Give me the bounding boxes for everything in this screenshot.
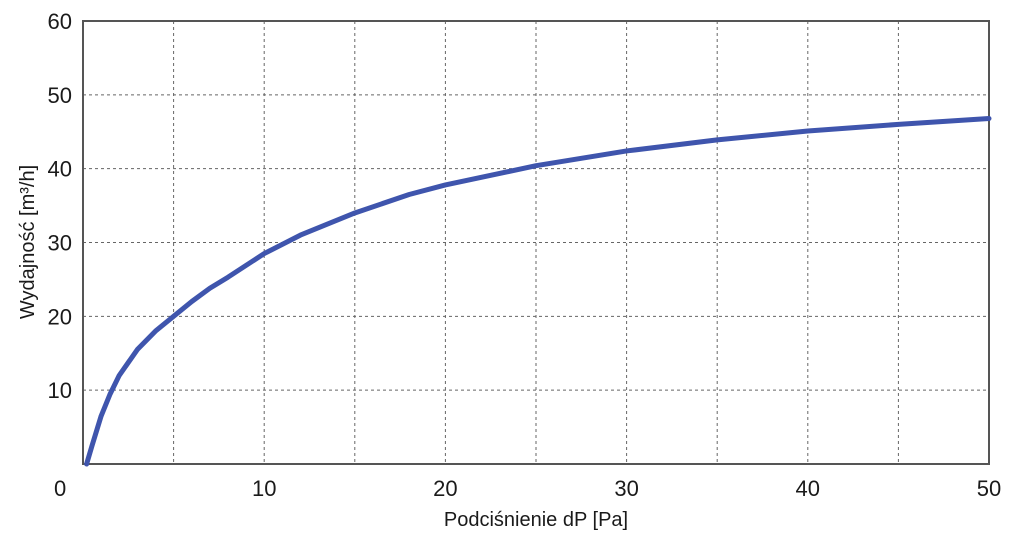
- tick-labels: 0 10 20 30 40 50 10 20 30 40 50 60: [48, 9, 1002, 501]
- x-tick-label: 10: [252, 476, 276, 501]
- x-tick-label: 40: [796, 476, 820, 501]
- y-tick-label: 20: [48, 304, 72, 329]
- x-tick-label: 20: [433, 476, 457, 501]
- x-axis-title: Podciśnienie dP [Pa]: [444, 509, 628, 531]
- y-tick-label: 30: [48, 231, 72, 256]
- x-tick-label: 30: [614, 476, 638, 501]
- y-tick-label: 10: [48, 378, 72, 403]
- capacity-curve: [84, 115, 992, 467]
- grid: [83, 21, 989, 464]
- x-tick-label: 0: [54, 476, 66, 501]
- y-axis-title: Wydajność [m³/h]: [17, 165, 39, 319]
- y-tick-label: 60: [48, 9, 72, 34]
- plot-frame: [82, 20, 990, 465]
- y-tick-label: 40: [48, 157, 72, 182]
- x-tick-label: 50: [977, 476, 1001, 501]
- y-tick-label: 50: [48, 83, 72, 108]
